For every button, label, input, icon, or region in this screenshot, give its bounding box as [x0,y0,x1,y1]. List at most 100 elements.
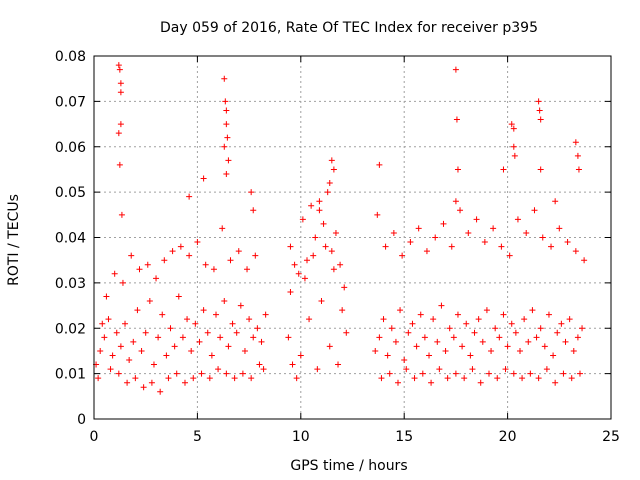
data-point [548,243,555,250]
x-tick-label: 15 [395,429,413,445]
data-point [134,307,141,314]
data-point [224,134,231,141]
data-point [223,370,230,377]
data-point [537,166,544,173]
data-point [380,316,387,323]
data-point [523,229,530,236]
data-point [250,334,257,341]
data-point [221,298,228,305]
data-point [322,243,329,250]
data-point [463,320,470,327]
data-point [512,329,519,336]
data-point [111,270,118,277]
data-point [531,207,538,214]
data-point [291,261,298,268]
data-point [287,243,294,250]
y-tick-label: 0.06 [55,140,86,156]
data-point [221,75,228,82]
data-point [169,248,176,255]
data-point [115,62,122,69]
data-point [572,139,579,146]
data-point [572,248,579,255]
data-point [511,152,518,159]
data-point [287,288,294,295]
data-point [510,125,517,132]
data-point [206,375,213,382]
data-point [116,66,123,73]
y-tick-label: 0 [77,412,86,428]
data-point [552,379,559,386]
data-point [299,216,306,223]
y-tick-label: 0.03 [55,276,86,292]
data-point [306,316,313,323]
data-point [343,329,350,336]
data-point [475,316,482,323]
data-point [510,143,517,150]
data-point [326,343,333,350]
data-point [378,375,385,382]
data-point [411,375,418,382]
data-point [483,307,490,314]
data-point [217,334,224,341]
data-point [506,252,513,259]
data-point [574,152,581,159]
data-point [132,375,139,382]
data-point [428,379,435,386]
data-point [558,320,565,327]
data-point [392,338,399,345]
data-point [500,166,507,173]
data-point [454,166,461,173]
data-point [430,316,437,323]
data-point [208,352,215,359]
data-point [330,166,337,173]
data-point [453,116,460,123]
data-point [494,375,501,382]
data-point [177,243,184,250]
y-tick-label: 0.08 [55,49,86,65]
data-point [492,325,499,332]
data-point [337,261,344,268]
data-point [117,121,124,128]
data-point [407,239,414,246]
data-point [500,311,507,318]
data-point [454,311,461,318]
data-point [289,361,296,368]
data-point [490,225,497,232]
data-point [184,316,191,323]
data-point [163,352,170,359]
data-point [153,275,160,282]
data-point [423,248,430,255]
data-point [118,211,125,218]
data-point [295,270,302,277]
data-point [138,347,145,354]
data-point [417,311,424,318]
data-point [479,338,486,345]
data-point [301,275,308,282]
data-point [504,343,511,350]
data-point [194,239,201,246]
data-point [444,375,451,382]
data-point [399,252,406,259]
data-point [237,302,244,309]
data-point [372,347,379,354]
data-point [465,229,472,236]
data-point [450,334,457,341]
data-point [136,266,143,273]
data-point [467,352,474,359]
data-point [227,257,234,264]
data-point [457,207,464,214]
data-point [223,170,230,177]
data-point [179,334,186,341]
data-point [510,370,517,377]
data-point [382,243,389,250]
data-point [452,370,459,377]
data-point [314,366,321,373]
data-point [115,370,122,377]
data-point [498,243,505,250]
data-point [231,375,238,382]
data-point [438,302,445,309]
data-point [537,325,544,332]
data-point [576,370,583,377]
x-tick-label: 0 [90,429,99,445]
data-point [401,357,408,364]
